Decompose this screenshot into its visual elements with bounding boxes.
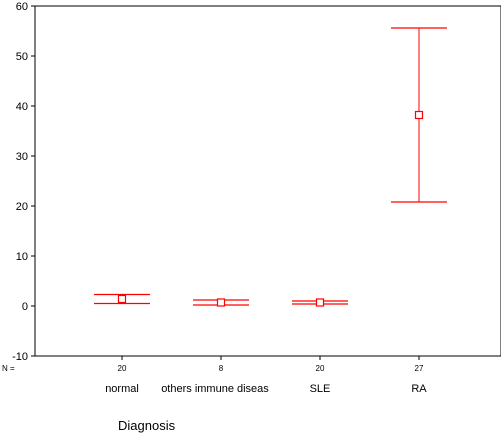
n-value-label: 20 — [316, 364, 325, 373]
y-tick-label: 30 — [16, 151, 28, 163]
category-label: others immune diseas — [161, 383, 269, 395]
mean-marker — [414, 110, 424, 120]
y-tick-label: 50 — [16, 51, 28, 63]
category-label: RA — [411, 383, 427, 395]
x-axis-title: Diagnosis — [118, 418, 176, 433]
error-bars — [94, 27, 447, 307]
error-bar-3 — [292, 298, 348, 307]
mean-marker — [216, 298, 226, 307]
y-tick-label: 10 — [16, 251, 28, 263]
n-prefix-label: N = — [2, 364, 15, 373]
plot-frame — [34, 5, 501, 357]
mean-marker — [117, 294, 127, 304]
category-label: normal — [105, 383, 139, 395]
n-value-label: 27 — [415, 364, 424, 373]
y-tick-label: -10 — [12, 351, 28, 363]
y-tick-label: 60 — [16, 1, 28, 13]
error-bar-2 — [193, 298, 249, 307]
y-tick-label: 0 — [22, 301, 28, 313]
category-label: SLE — [310, 383, 331, 395]
y-tick-label: 40 — [16, 101, 28, 113]
y-axis: -10 0 10 20 30 40 50 60 — [12, 1, 35, 363]
error-bar-1 — [94, 293, 150, 305]
error-bar-4 — [391, 27, 447, 203]
n-values: 20 8 20 27 — [118, 364, 424, 373]
n-value-label: 8 — [219, 364, 224, 373]
x-axis-categories: normal others immune diseas SLE RA — [105, 383, 427, 395]
mean-marker — [315, 298, 325, 307]
n-value-label: 20 — [118, 364, 127, 373]
y-tick-label: 20 — [16, 201, 28, 213]
